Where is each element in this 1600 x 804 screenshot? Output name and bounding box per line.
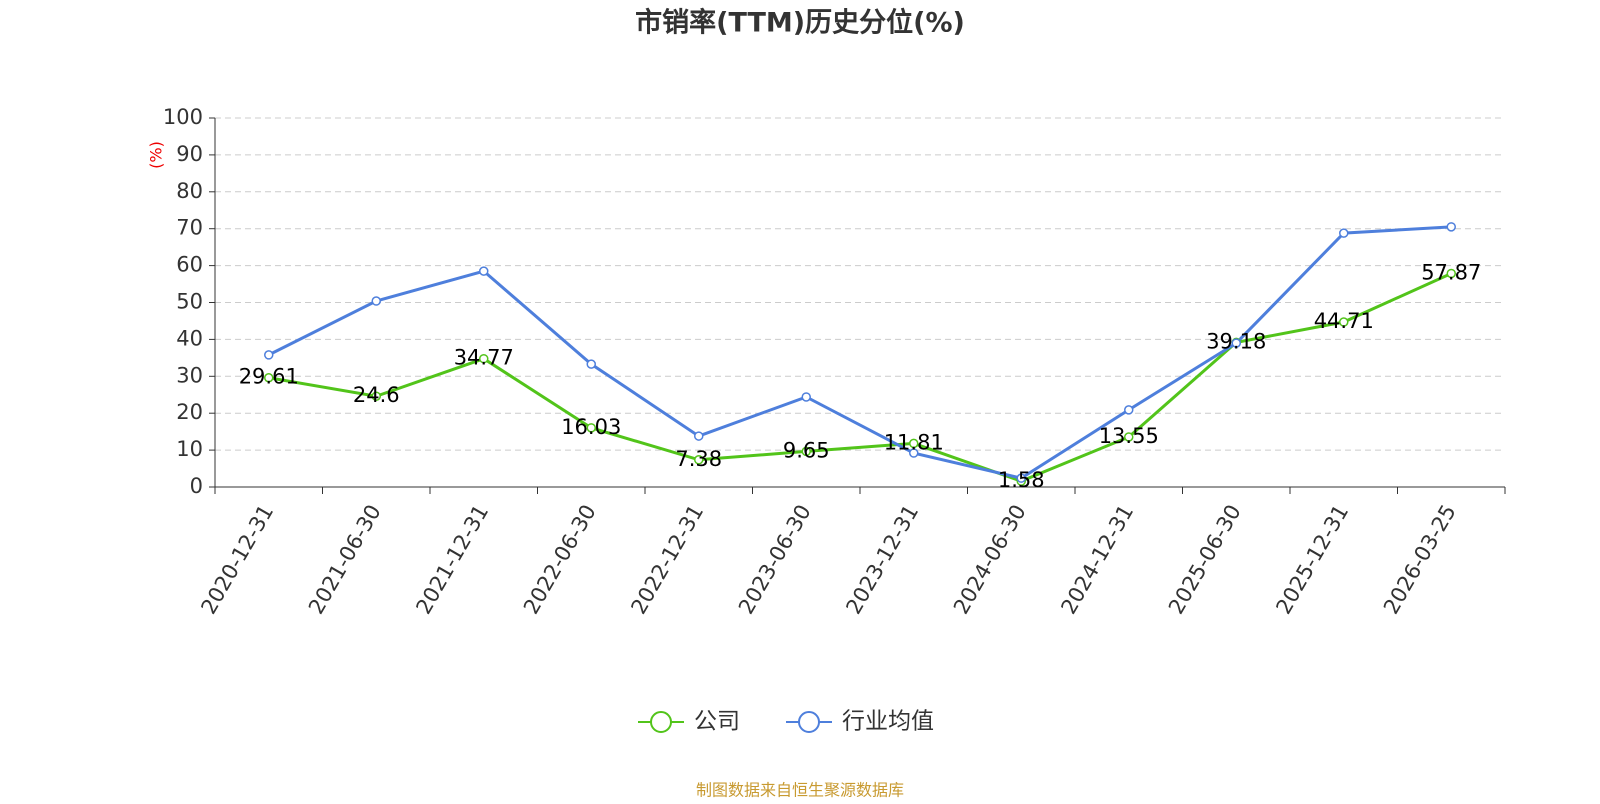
x-tick-label: 2021-12-31 xyxy=(411,501,493,619)
y-axis-label: (%) xyxy=(147,141,166,169)
legend-marker[interactable] xyxy=(650,711,672,733)
data-label: 34.77 xyxy=(454,346,514,370)
data-point xyxy=(586,423,596,433)
x-tick-label: 2020-12-31 xyxy=(196,501,278,619)
y-tick-label: 90 xyxy=(176,142,203,166)
data-label: 16.03 xyxy=(561,415,621,439)
x-tick-label: 2022-06-30 xyxy=(519,501,601,619)
y-tick-label: 10 xyxy=(176,437,203,461)
data-label: 29.61 xyxy=(239,365,299,389)
data-point xyxy=(1124,432,1134,442)
x-tick-label: 2021-06-30 xyxy=(304,501,386,619)
data-label: 1.58 xyxy=(998,468,1045,492)
x-tick-label: 2022-12-31 xyxy=(626,501,708,619)
data-point xyxy=(694,455,704,465)
data-point xyxy=(479,353,489,364)
chart-title: 市销率(TTM)历史分位(%) xyxy=(635,7,965,39)
data-point xyxy=(371,296,381,306)
data-point xyxy=(479,266,489,276)
series-line xyxy=(268,272,1452,483)
data-point xyxy=(1339,228,1349,238)
y-tick-label: 30 xyxy=(176,363,203,387)
data-label: 39.18 xyxy=(1206,329,1266,353)
data-label: 44.71 xyxy=(1314,309,1374,333)
data-label: 57.87 xyxy=(1421,260,1481,284)
x-tick-label: 2025-06-30 xyxy=(1164,501,1246,619)
legend-marker[interactable] xyxy=(798,711,820,733)
x-tick-label: 2026-03-25 xyxy=(1379,501,1461,619)
data-point xyxy=(801,392,811,402)
data-point xyxy=(586,359,596,369)
data-point xyxy=(1339,317,1349,327)
data-point xyxy=(1446,222,1456,232)
source-note: 制图数据来自恒生聚源数据库 xyxy=(696,781,904,800)
data-label: 9.65 xyxy=(783,438,830,462)
data-point xyxy=(909,438,919,449)
data-label: 11.81 xyxy=(884,430,944,454)
data-point xyxy=(909,448,919,458)
data-point xyxy=(1016,473,1026,483)
data-point xyxy=(1124,405,1134,415)
x-tick-label: 2023-12-31 xyxy=(841,501,923,619)
y-tick-label: 50 xyxy=(176,290,203,314)
data-point xyxy=(1446,268,1456,279)
y-tick-label: 70 xyxy=(176,216,203,240)
data-label: 13.55 xyxy=(1099,424,1159,448)
data-point xyxy=(801,446,811,457)
data-point xyxy=(264,372,274,383)
x-tick-label: 2023-06-30 xyxy=(734,501,816,619)
legend-label[interactable]: 公司 xyxy=(694,709,740,735)
series-line xyxy=(268,225,1452,480)
data-label: 24.6 xyxy=(353,383,400,407)
x-tick-label: 2024-12-31 xyxy=(1056,501,1138,619)
y-tick-label: 60 xyxy=(176,253,203,277)
data-label: 7.38 xyxy=(675,447,722,471)
data-point xyxy=(371,391,381,401)
data-point xyxy=(1231,338,1241,348)
x-tick-label: 2025-12-31 xyxy=(1271,501,1353,619)
legend-label[interactable]: 行业均值 xyxy=(842,709,934,735)
x-tick-label: 2024-06-30 xyxy=(949,501,1031,619)
y-tick-label: 20 xyxy=(176,400,203,424)
data-point xyxy=(694,431,704,441)
y-tick-label: 80 xyxy=(176,179,203,203)
y-tick-label: 40 xyxy=(176,326,203,350)
y-tick-label: 0 xyxy=(190,474,203,498)
data-point xyxy=(264,350,274,360)
y-tick-label: 100 xyxy=(163,105,203,129)
